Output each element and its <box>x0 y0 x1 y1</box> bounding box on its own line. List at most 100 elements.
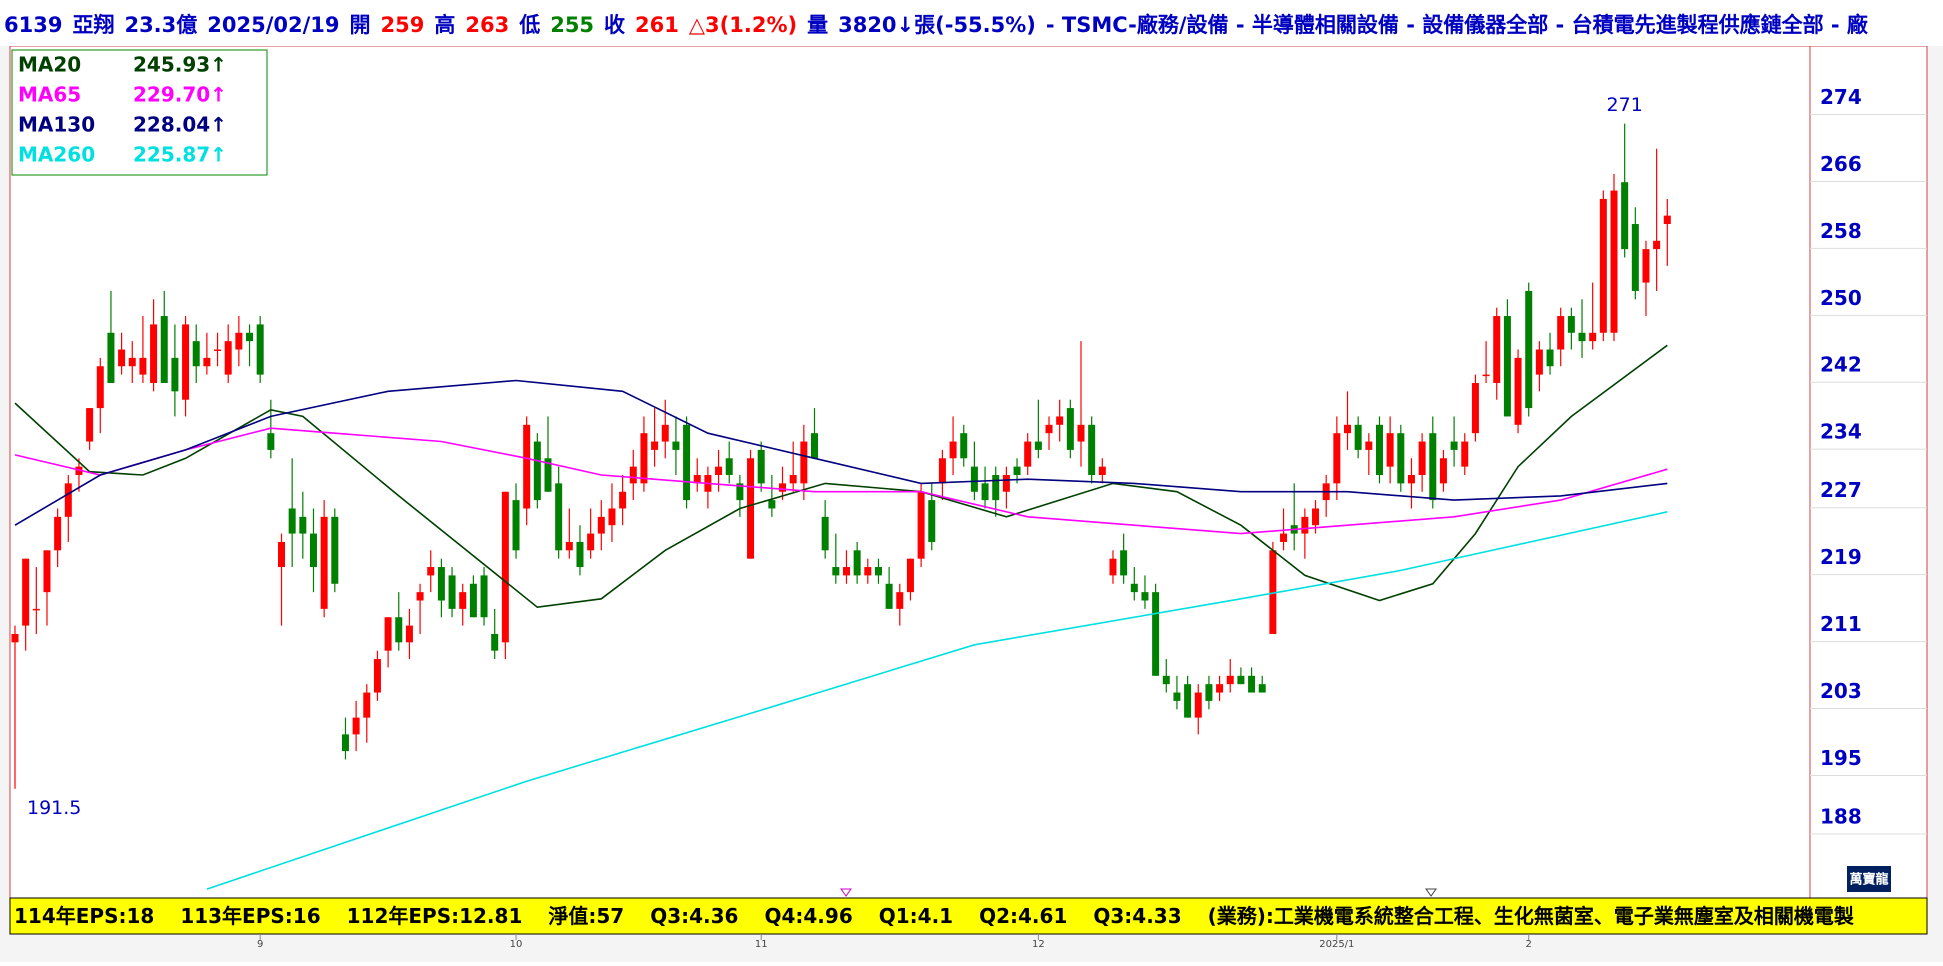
candle-body <box>800 441 808 484</box>
legend-value: 225.87↑ <box>133 143 227 167</box>
candle-body <box>672 441 680 450</box>
candle-body <box>1141 592 1149 601</box>
header-item: 低 <box>518 13 540 37</box>
candle-body <box>1045 424 1053 434</box>
header-item: 6139 <box>4 13 62 37</box>
candle-body <box>139 357 147 375</box>
candle-body <box>299 516 307 534</box>
candle-body <box>1471 382 1479 434</box>
candle-body <box>1002 475 1010 492</box>
candle-body <box>1034 441 1042 450</box>
candle-body <box>555 483 563 551</box>
candle-body <box>22 558 30 626</box>
annotation: 271 <box>1607 94 1643 116</box>
candle-body <box>1578 332 1586 342</box>
footer-item: Q3:4.33 <box>1093 904 1181 928</box>
candle-body <box>1098 466 1106 476</box>
candle-body <box>1237 675 1245 685</box>
candle-body <box>1546 349 1554 367</box>
candle-body <box>747 458 755 559</box>
candle-body <box>203 357 211 367</box>
candle-body <box>640 433 648 484</box>
header-item: 259 <box>381 13 425 37</box>
candle-body <box>1429 433 1437 501</box>
header-item: 2025/02/19 <box>207 13 339 37</box>
candle-body <box>491 633 499 651</box>
candle-body <box>43 550 51 593</box>
legend-value: 228.04↑ <box>133 113 227 137</box>
candle-body <box>1013 466 1021 476</box>
candle-body <box>160 316 168 383</box>
candle-body <box>1514 357 1522 425</box>
header: 6139 亞翔 23.3億 2025/02/19 開 259 高 263 低 255 收 261 △3(… <box>4 13 1869 37</box>
candle-body <box>309 533 317 568</box>
candle-body <box>1280 533 1288 542</box>
candle-body <box>938 458 946 484</box>
candle-body <box>1066 408 1074 450</box>
candle-body <box>1269 550 1277 634</box>
candle-body <box>192 341 200 367</box>
x-tick-label: 2025/1 <box>1319 939 1354 950</box>
candle-body <box>363 692 371 718</box>
candle-body <box>267 433 275 450</box>
ma-line <box>14 427 1668 535</box>
marker <box>840 888 852 897</box>
header-item: 255 <box>550 13 594 37</box>
candle-body <box>11 633 19 643</box>
candle-body <box>278 541 285 568</box>
footer-item: 113年EPS:16 <box>180 904 320 928</box>
candle-body <box>864 567 872 576</box>
footer-bar <box>9 897 1928 935</box>
candle-body <box>1589 332 1597 342</box>
candle-body <box>32 608 40 611</box>
candle-body <box>1024 441 1032 467</box>
candle-body <box>1365 441 1373 450</box>
y-tick-label: 188 <box>1820 805 1862 829</box>
candle-body <box>629 466 637 484</box>
candle-body <box>1493 316 1501 383</box>
candle-body <box>1216 684 1224 693</box>
y-tick-label: 227 <box>1820 478 1862 502</box>
candle-body <box>373 659 381 693</box>
x-tick-label: 10 <box>510 939 523 950</box>
candle-body <box>395 617 403 643</box>
candle-body <box>1653 240 1661 250</box>
header-item: - TSMC-廠務/設備 - 半導體相關設備 - 設備儀器全部 - 台積電先進製… <box>1046 13 1869 37</box>
x-tick-label: 11 <box>755 939 768 950</box>
legend-name: MA20 <box>18 53 81 77</box>
logo: 萬寶龍 <box>1849 872 1888 888</box>
candle-body <box>1525 290 1533 409</box>
candle-body <box>1130 583 1138 593</box>
candle-body <box>1567 316 1575 333</box>
candle-body <box>75 466 83 476</box>
candle-body <box>427 567 435 576</box>
candle-body <box>544 458 552 492</box>
candle-body <box>341 734 349 752</box>
candle-body <box>693 475 701 484</box>
candle-body <box>448 575 456 609</box>
candle-body <box>906 558 914 593</box>
candle-body <box>949 441 957 459</box>
candle-body <box>1194 692 1202 718</box>
candle-body <box>96 366 104 409</box>
footer-item: Q2:4.61 <box>979 904 1067 928</box>
header-item: 3820↓張(-55.5%) <box>838 13 1036 37</box>
candle-body <box>651 441 659 450</box>
candle-body <box>853 550 861 576</box>
candle-body <box>1162 675 1170 685</box>
header-item: 23.3億 <box>124 13 197 37</box>
y-tick-label: 234 <box>1820 420 1862 444</box>
legend-name: MA260 <box>18 143 95 167</box>
candle-body <box>107 332 115 383</box>
candle-body <box>1056 416 1064 425</box>
legend-box <box>11 49 268 176</box>
candle-body <box>757 449 765 484</box>
footer-item: Q4:4.96 <box>764 904 852 928</box>
candle-body <box>683 424 691 501</box>
candle-body <box>416 592 424 601</box>
footer-item: 114年EPS:18 <box>14 904 154 928</box>
ma-line <box>206 511 1668 890</box>
footer: 114年EPS:18 113年EPS:16 112年EPS:12.81 淨值:57 Q3… <box>14 904 1854 928</box>
ma-line <box>14 379 1668 526</box>
header-item: 收 <box>604 13 625 37</box>
